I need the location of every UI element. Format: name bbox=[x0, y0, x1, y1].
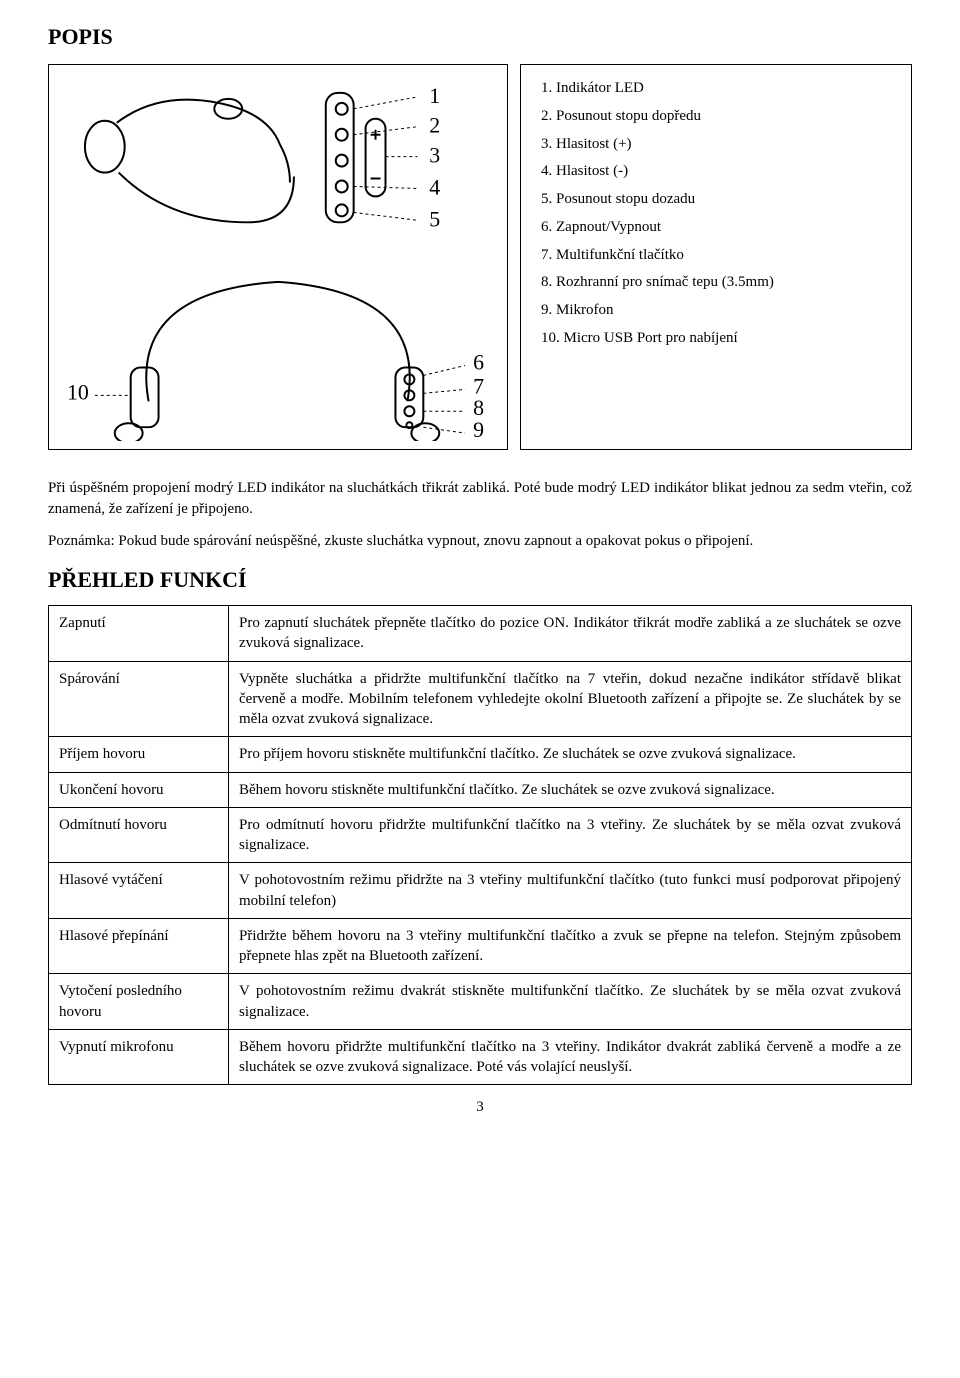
callout-9: 9 bbox=[473, 417, 484, 441]
table-row: Hlasové vytáčení V pohotovostním režimu … bbox=[49, 863, 912, 919]
table-row: Vypnutí mikrofonu Během hovoru přidržte … bbox=[49, 1029, 912, 1085]
section-title-prehled: PŘEHLED FUNKCÍ bbox=[48, 567, 912, 593]
diagram-row: 1 2 3 4 5 bbox=[48, 64, 912, 450]
section-title-popis: POPIS bbox=[48, 24, 912, 50]
parts-list-item: 5. Posunout stopu dozadu bbox=[541, 186, 897, 214]
pairing-note-paragraph: Poznámka: Pokud bude spárování neúspěšné… bbox=[48, 531, 912, 551]
headset-bottom-illustration: 10 6 7 8 9 bbox=[59, 252, 497, 441]
callout-2: 2 bbox=[429, 113, 440, 138]
parts-list: 1. Indikátor LED 2. Posunout stopu dopře… bbox=[531, 73, 901, 355]
func-desc: Pro odmítnutí hovoru přidržte multifunkč… bbox=[229, 807, 912, 863]
parts-list-item: 1. Indikátor LED bbox=[541, 75, 897, 103]
table-row: Odmítnutí hovoru Pro odmítnutí hovoru př… bbox=[49, 807, 912, 863]
table-row: Hlasové přepínání Přidržte během hovoru … bbox=[49, 918, 912, 974]
parts-list-item: 9. Mikrofon bbox=[541, 297, 897, 325]
parts-list-item: 2. Posunout stopu dopředu bbox=[541, 103, 897, 131]
callout-5: 5 bbox=[429, 206, 440, 231]
parts-list-item: 7. Multifunkční tlačítko bbox=[541, 242, 897, 270]
diagram-box: 1 2 3 4 5 bbox=[48, 64, 508, 450]
callout-6: 6 bbox=[473, 350, 484, 375]
parts-list-item: 4. Hlasitost (-) bbox=[541, 158, 897, 186]
func-name: Hlasové přepínání bbox=[49, 918, 229, 974]
table-row: Spárování Vypněte sluchátka a přidržte m… bbox=[49, 661, 912, 737]
table-row: Příjem hovoru Pro příjem hovoru stisknět… bbox=[49, 737, 912, 772]
callout-3: 3 bbox=[429, 143, 440, 168]
parts-list-item: 3. Hlasitost (+) bbox=[541, 131, 897, 159]
table-row: Zapnutí Pro zapnutí sluchátek přepněte t… bbox=[49, 606, 912, 662]
func-name: Odmítnutí hovoru bbox=[49, 807, 229, 863]
func-desc: Přidržte během hovoru na 3 vteřiny multi… bbox=[229, 918, 912, 974]
func-name: Příjem hovoru bbox=[49, 737, 229, 772]
func-name: Zapnutí bbox=[49, 606, 229, 662]
parts-list-box: 1. Indikátor LED 2. Posunout stopu dopře… bbox=[520, 64, 912, 450]
page-number: 3 bbox=[48, 1099, 912, 1116]
functions-table: Zapnutí Pro zapnutí sluchátek přepněte t… bbox=[48, 605, 912, 1085]
parts-list-item: 6. Zapnout/Vypnout bbox=[541, 214, 897, 242]
callout-10: 10 bbox=[67, 380, 89, 405]
func-name: Vypnutí mikrofonu bbox=[49, 1029, 229, 1085]
func-desc: Pro zapnutí sluchátek přepněte tlačítko … bbox=[229, 606, 912, 662]
table-row: Ukončení hovoru Během hovoru stiskněte m… bbox=[49, 772, 912, 807]
func-name: Spárování bbox=[49, 661, 229, 737]
func-desc: Během hovoru stiskněte multifunkční tlač… bbox=[229, 772, 912, 807]
func-desc: Pro příjem hovoru stiskněte multifunkční… bbox=[229, 737, 912, 772]
func-desc: V pohotovostním režimu přidržte na 3 vte… bbox=[229, 863, 912, 919]
func-desc: Během hovoru přidržte multifunkční tlačí… bbox=[229, 1029, 912, 1085]
pairing-success-paragraph: Při úspěšném propojení modrý LED indikát… bbox=[48, 478, 912, 519]
callout-4: 4 bbox=[429, 174, 440, 199]
table-row: Vytočení posledního hovoru V pohotovostn… bbox=[49, 974, 912, 1030]
func-desc: V pohotovostním režimu dvakrát stiskněte… bbox=[229, 974, 912, 1030]
callout-1: 1 bbox=[429, 83, 440, 108]
parts-list-item: 8. Rozhranní pro snímač tepu (3.5mm) bbox=[541, 269, 897, 297]
func-name: Hlasové vytáčení bbox=[49, 863, 229, 919]
func-name: Ukončení hovoru bbox=[49, 772, 229, 807]
func-desc: Vypněte sluchátka a přidržte multifunkčn… bbox=[229, 661, 912, 737]
parts-list-item: 10. Micro USB Port pro nabíjení bbox=[541, 325, 897, 353]
func-name: Vytočení posledního hovoru bbox=[49, 974, 229, 1030]
headset-top-illustration: 1 2 3 4 5 bbox=[59, 73, 497, 242]
